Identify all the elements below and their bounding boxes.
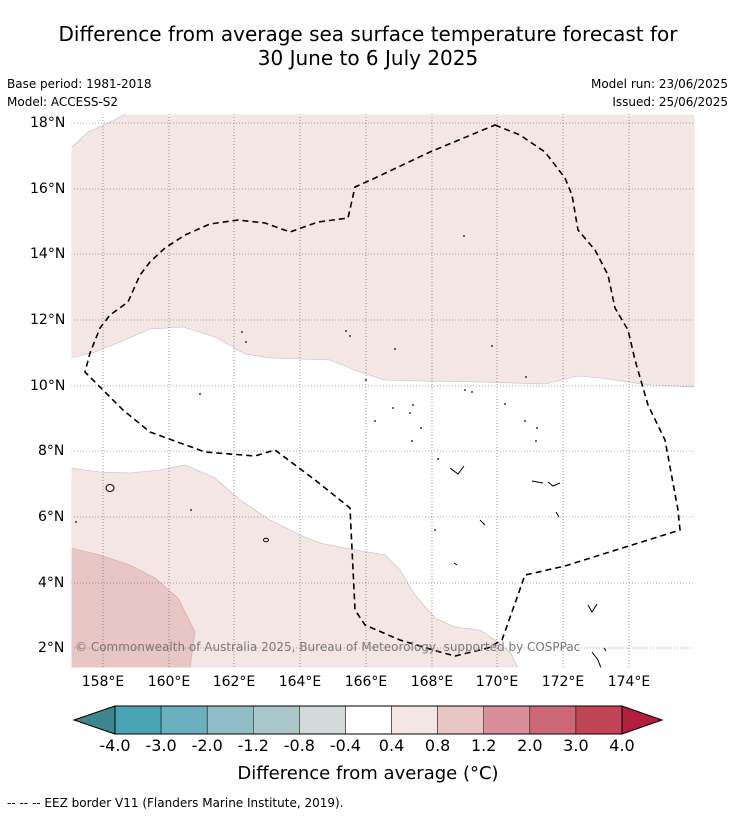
issued-text: Issued: 25/06/2025 bbox=[612, 95, 728, 109]
colorbar-segment bbox=[391, 705, 438, 735]
copyright-text: © Commonwealth of Australia 2025, Bureau… bbox=[75, 640, 581, 654]
map-plot-area bbox=[71, 114, 695, 668]
colorbar-tick-label: 1.2 bbox=[470, 736, 497, 755]
graticule bbox=[71, 114, 695, 668]
colorbar-segment bbox=[253, 705, 300, 735]
meta-left: Base period: 1981-2018 Model: ACCESS-S2 bbox=[7, 75, 152, 111]
colorbar-tick-label: -4.0 bbox=[99, 736, 131, 755]
lat-label: 18°N bbox=[30, 115, 66, 131]
colorbar-tick-label: -3.0 bbox=[145, 736, 177, 755]
anomaly-region-southwest bbox=[71, 547, 196, 668]
islands bbox=[105, 465, 607, 668]
island-outline bbox=[263, 537, 269, 543]
island-dots bbox=[75, 235, 538, 531]
lon-label: 158°E bbox=[81, 674, 125, 690]
base-period-text: Base period: 1981-2018 bbox=[7, 77, 152, 91]
island-outline bbox=[531, 480, 544, 484]
colorbar-segment bbox=[345, 705, 392, 735]
lon-label: 168°E bbox=[410, 674, 454, 690]
lat-label: 6°N bbox=[38, 509, 65, 525]
colorbar-segment bbox=[114, 705, 162, 735]
colorbar-tick-label: 3.0 bbox=[563, 736, 589, 755]
lon-label: 160°E bbox=[147, 674, 191, 690]
model-text: Model: ACCESS-S2 bbox=[7, 95, 119, 109]
island-outline bbox=[555, 511, 560, 518]
colorbar bbox=[72, 705, 664, 735]
colorbar-segment bbox=[575, 705, 623, 735]
lat-label: 4°N bbox=[38, 575, 65, 591]
island-outline bbox=[547, 481, 561, 487]
island-outline bbox=[587, 603, 598, 613]
colorbar-segment bbox=[160, 705, 208, 735]
lat-label: 12°N bbox=[30, 312, 66, 328]
island-outline bbox=[449, 465, 465, 475]
lon-label: 164°E bbox=[278, 674, 322, 690]
colorbar-segment bbox=[529, 705, 577, 735]
colorbar-segment bbox=[483, 705, 531, 735]
colorbar-tick-label: -1.2 bbox=[237, 736, 269, 755]
island-outline bbox=[603, 647, 607, 652]
colorbar-tick-label: -0.4 bbox=[329, 736, 362, 755]
lon-label: 162°E bbox=[212, 674, 256, 690]
colorbar-frame bbox=[114, 705, 623, 735]
colorbar-tick-label: -2.0 bbox=[191, 736, 223, 755]
map-title: Difference from average sea surface temp… bbox=[0, 22, 736, 70]
lat-label: 14°N bbox=[30, 246, 66, 262]
colorbar-segment bbox=[299, 705, 346, 735]
island-outline bbox=[479, 519, 486, 526]
island-outline bbox=[591, 651, 602, 668]
title-line-1: Difference from average sea surface temp… bbox=[58, 22, 678, 46]
colorbar-tick-label: -0.8 bbox=[283, 736, 315, 755]
lon-label: 166°E bbox=[344, 674, 388, 690]
island-outline bbox=[105, 484, 115, 492]
colorbar-under-arrow bbox=[72, 705, 116, 735]
lat-label: 10°N bbox=[30, 378, 66, 394]
colorbar-tick-label: 0.8 bbox=[424, 736, 451, 755]
lon-label: 174°E bbox=[607, 674, 651, 690]
colorbar-tick-label: 2.0 bbox=[517, 736, 543, 755]
eez-footnote: -- -- -- EEZ border V11 (Flanders Marine… bbox=[7, 796, 344, 810]
colorbar-segment bbox=[206, 705, 254, 735]
colorbar-tick-label: 4.0 bbox=[609, 736, 635, 755]
lon-label: 172°E bbox=[541, 674, 585, 690]
lat-label: 16°N bbox=[30, 181, 66, 197]
meta-right: Model run: 23/06/2025 Issued: 25/06/2025 bbox=[591, 75, 728, 111]
colorbar-segment bbox=[437, 705, 484, 735]
model-run-text: Model run: 23/06/2025 bbox=[590, 77, 728, 91]
eez-border bbox=[84, 124, 681, 657]
lat-label: 8°N bbox=[38, 443, 65, 459]
lon-label: 170°E bbox=[475, 674, 519, 690]
anomaly-region-north bbox=[71, 114, 695, 388]
colorbar-over-arrow bbox=[621, 705, 664, 735]
colorbar-tick-label: 0.4 bbox=[378, 736, 405, 755]
lat-label: 2°N bbox=[38, 640, 65, 656]
title-line-2: 30 June to 6 July 2025 bbox=[257, 46, 479, 70]
island-outline bbox=[453, 562, 458, 566]
colorbar-title: Difference from average (°C) bbox=[237, 763, 499, 784]
